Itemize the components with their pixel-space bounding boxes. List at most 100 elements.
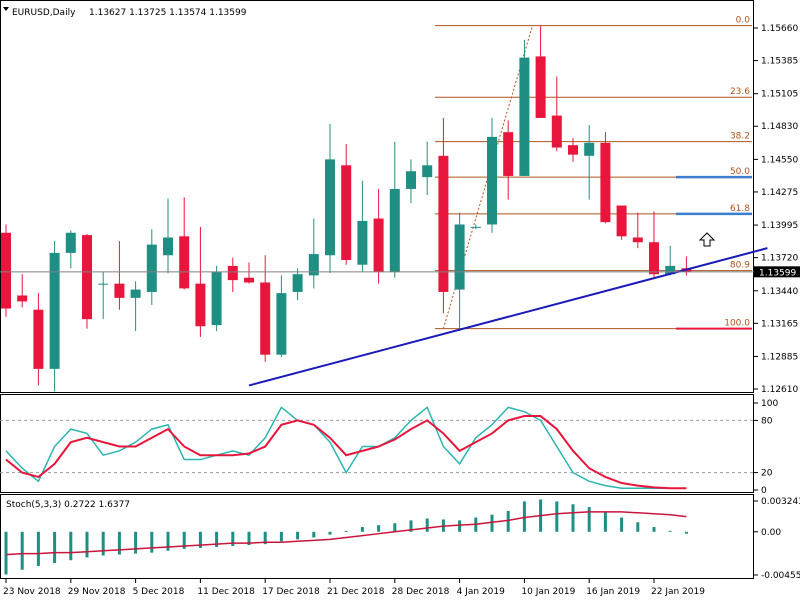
candle-body bbox=[244, 277, 254, 283]
macd-bar bbox=[36, 531, 40, 566]
candle-body bbox=[260, 282, 271, 355]
candle-body bbox=[487, 136, 497, 225]
stoch-tick-label: 20 bbox=[761, 469, 773, 479]
candle-body bbox=[292, 274, 303, 292]
macd-bar bbox=[69, 531, 73, 561]
fib-level-label: 100.0 bbox=[724, 319, 750, 329]
macd-bar bbox=[587, 507, 591, 532]
macd-tick-label: 0.00 bbox=[761, 528, 781, 538]
price-tick-label: 1.12885 bbox=[761, 352, 798, 362]
macd-bar bbox=[555, 501, 559, 532]
arrow-up-icon[interactable] bbox=[698, 232, 716, 247]
stoch-signal-line bbox=[5, 415, 687, 490]
candle-body bbox=[276, 293, 287, 355]
macd-pane-frame bbox=[0, 494, 754, 579]
macd-bar bbox=[636, 522, 640, 532]
candle-body bbox=[422, 165, 433, 178]
macd-bar bbox=[409, 520, 413, 532]
date-tick-label: 28 Dec 2018 bbox=[392, 587, 450, 597]
fib-level-label: 23.6 bbox=[730, 87, 750, 97]
macd-bar bbox=[620, 517, 624, 532]
candle-body bbox=[341, 165, 352, 260]
candle-body bbox=[325, 159, 335, 256]
date-axis: 23 Nov 2018 29 Nov 2018 5 Dec 2018 11 Dec 2… bbox=[3, 579, 705, 597]
stoch-tick-label: 80 bbox=[761, 416, 773, 426]
candle-body bbox=[470, 226, 481, 228]
date-tick-label: 21 Dec 2018 bbox=[327, 587, 385, 597]
macd-bar bbox=[344, 530, 348, 532]
stoch-pane-frame bbox=[0, 394, 754, 493]
candle-body bbox=[114, 283, 125, 298]
current-price-box bbox=[754, 266, 800, 278]
macd-bar bbox=[231, 531, 235, 547]
macd-bar bbox=[182, 531, 186, 549]
price-tick-label: 1.12610 bbox=[761, 385, 798, 395]
stoch-tick-label: 100 bbox=[761, 399, 778, 409]
date-tick-label: 17 Dec 2018 bbox=[262, 587, 320, 597]
candle-body bbox=[665, 265, 676, 275]
price-tick-label: 1.15385 bbox=[761, 57, 798, 67]
candle-body bbox=[98, 283, 109, 285]
fib-level-label: 0.0 bbox=[736, 16, 751, 26]
macd-bar bbox=[425, 518, 429, 532]
candle-body bbox=[227, 265, 238, 281]
stoch-main-line bbox=[5, 406, 687, 490]
candle-body bbox=[308, 254, 319, 276]
stoch-axis: 100 80 20 0 bbox=[0, 399, 778, 496]
price-tick-label: 1.13995 bbox=[761, 221, 798, 231]
candle-body bbox=[616, 205, 627, 237]
candle-body bbox=[649, 242, 659, 275]
macd-bar bbox=[20, 531, 24, 570]
candle-body bbox=[454, 224, 465, 290]
trendline[interactable] bbox=[248, 247, 768, 387]
date-tick-label: 23 Nov 2018 bbox=[3, 587, 61, 597]
price-tick-label: 1.13440 bbox=[761, 287, 798, 297]
candle-body bbox=[33, 309, 44, 369]
macd-bar bbox=[101, 531, 105, 556]
candle-body bbox=[373, 218, 384, 272]
candle-body bbox=[632, 237, 643, 243]
fib-level-label: 38.2 bbox=[730, 132, 750, 142]
macd-signal-polyline bbox=[5, 511, 687, 556]
macd-bar bbox=[603, 511, 607, 532]
macd-bar bbox=[150, 531, 154, 553]
macd-bar bbox=[198, 531, 202, 548]
price-axis: 1.15660 1.15385 1.15105 1.14830 1.14550 1.142… bbox=[754, 24, 798, 395]
date-tick-label: 4 Jan 2019 bbox=[457, 587, 505, 597]
macd-bar bbox=[490, 514, 494, 532]
macd-title: Stoch(5,3,3) 0.2722 1.6377 bbox=[6, 500, 130, 510]
candle-body bbox=[535, 56, 546, 118]
macd-bar bbox=[506, 510, 510, 532]
price-tick-label: 1.15105 bbox=[761, 90, 798, 100]
ohlc-label: 1.13627 1.13725 1.13574 1.13599 bbox=[89, 8, 247, 18]
fibonacci-retracement[interactable]: 0.0 23.6 38.2 50.0 61.8 80.9 100.0 bbox=[435, 16, 752, 330]
macd-signal-line bbox=[5, 511, 687, 556]
candle-body bbox=[438, 155, 449, 292]
candle-body bbox=[65, 232, 76, 253]
macd-bar bbox=[377, 525, 381, 532]
symbol-label: EURUSD,Daily bbox=[12, 8, 76, 18]
macd-bar bbox=[4, 531, 8, 575]
dropdown-triangle-icon[interactable] bbox=[3, 7, 9, 11]
candle-body bbox=[406, 171, 416, 189]
candle-body bbox=[146, 244, 157, 292]
macd-bar bbox=[53, 531, 57, 564]
candle-body bbox=[130, 289, 141, 298]
candle-body bbox=[584, 142, 595, 156]
price-tick-label: 1.14275 bbox=[761, 188, 798, 198]
price-tick-label: 1.14550 bbox=[761, 155, 798, 165]
macd-bar bbox=[668, 530, 672, 532]
macd-bar bbox=[85, 531, 89, 558]
date-tick-label: 16 Jan 2019 bbox=[586, 587, 640, 597]
fib-level-label: 61.8 bbox=[730, 204, 750, 214]
macd-bar bbox=[522, 501, 526, 532]
candle-body bbox=[82, 235, 92, 320]
candle-body bbox=[519, 57, 530, 176]
macd-bar bbox=[328, 531, 332, 535]
macd-bar bbox=[263, 531, 267, 545]
candle-body bbox=[357, 220, 368, 265]
macd-bar bbox=[134, 531, 138, 554]
price-tick-label: 1.14830 bbox=[761, 122, 798, 132]
